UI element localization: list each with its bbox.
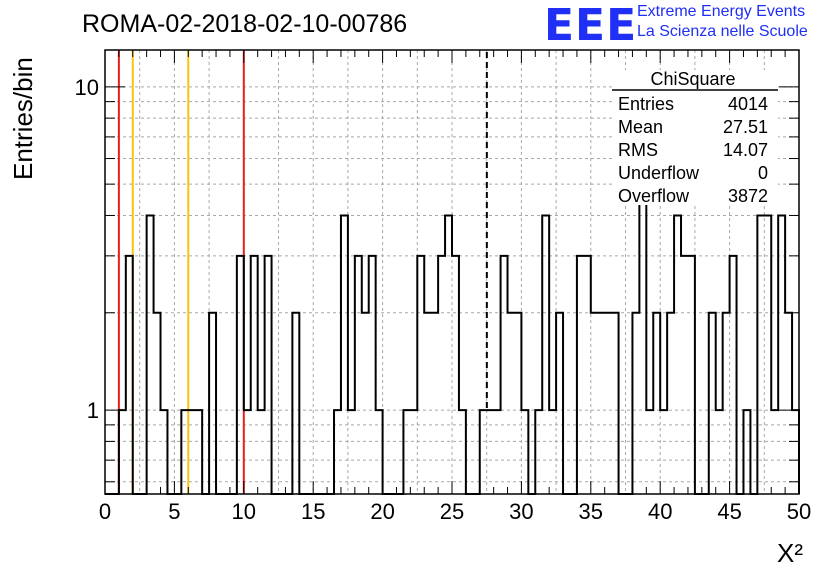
- stats-row-value: 4014: [728, 94, 768, 114]
- y-tick-label: 10: [75, 75, 99, 100]
- stats-box: ChiSquare Entries 4014 Mean 27.51 RMS 14.07 Und…: [612, 69, 778, 206]
- stats-box-background: [612, 70, 778, 205]
- x-tick-label: 15: [301, 499, 325, 524]
- stats-row-label: Underflow: [618, 163, 700, 183]
- tick-layer: 0 5 10 15 20 25 30 35 40 45 50 1 10: [75, 50, 811, 524]
- x-tick-label: 50: [787, 499, 811, 524]
- x-tick-label: 30: [509, 499, 533, 524]
- stats-row-value: 14.07: [723, 140, 768, 160]
- x-tick-label: 40: [648, 499, 672, 524]
- stats-row-value: 3872: [728, 186, 768, 206]
- stats-row-label: Overflow: [618, 186, 690, 206]
- y-tick-label: 1: [87, 398, 99, 423]
- run-title: ROMA-02-2018-02-10-00786: [82, 10, 408, 38]
- logo-tagline-1: Extreme Energy Events: [637, 3, 806, 20]
- x-tick-label: 0: [99, 499, 111, 524]
- eee-logo: EEE: [544, 0, 638, 51]
- x-tick-label: 5: [168, 499, 180, 524]
- x-axis-title: X²: [777, 538, 803, 568]
- stats-box-title: ChiSquare: [650, 69, 735, 89]
- x-tick-label: 10: [232, 499, 256, 524]
- y-axis-title: Entries/bin: [8, 57, 38, 180]
- x-tick-label: 25: [440, 499, 464, 524]
- stats-row-label: Entries: [618, 94, 674, 114]
- stats-row-value: 0: [758, 163, 768, 183]
- x-tick-label: 45: [717, 499, 741, 524]
- logo-tagline-2: La Scienza nelle Scuole: [637, 23, 808, 40]
- stats-row-value: 27.51: [723, 117, 768, 137]
- x-tick-label: 35: [579, 499, 603, 524]
- x-tick-label: 20: [370, 499, 394, 524]
- stats-row-label: RMS: [618, 140, 658, 160]
- stats-row-label: Mean: [618, 117, 663, 137]
